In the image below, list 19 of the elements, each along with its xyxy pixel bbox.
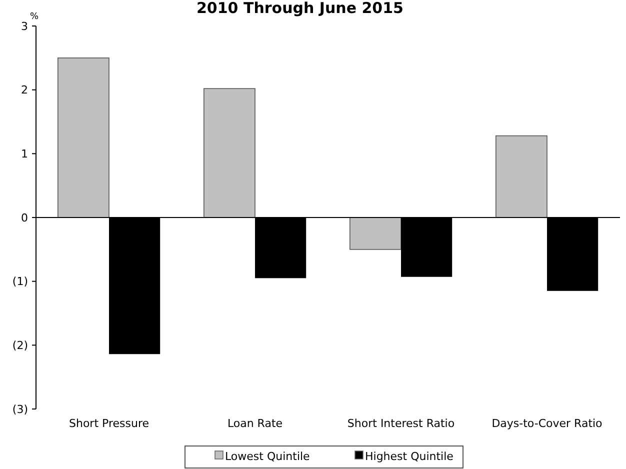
chart-title: 2010 Through June 2015 <box>196 0 404 17</box>
y-tick-label: (1) <box>12 275 28 288</box>
bar <box>204 88 256 218</box>
y-tick-label: 1 <box>21 148 28 161</box>
legend-label: Highest Quintile <box>365 450 454 463</box>
x-tick-label: Short Interest Ratio <box>347 417 455 430</box>
y-tick-label: 3 <box>21 20 28 33</box>
x-tick-label: Days-to-Cover Ratio <box>492 417 603 430</box>
bar <box>496 135 548 218</box>
x-tick-label: Loan Rate <box>227 417 283 430</box>
x-tick-label: Short Pressure <box>69 417 150 430</box>
bar <box>58 58 110 218</box>
y-tick-label: 2 <box>21 84 28 97</box>
legend-label: Lowest Quintile <box>225 450 310 463</box>
bar <box>350 217 402 250</box>
y-tick-label: (2) <box>12 339 28 352</box>
y-axis-title: % <box>30 12 39 22</box>
y-tick-label: 0 <box>21 211 28 224</box>
y-tick-label: (3) <box>12 402 28 416</box>
